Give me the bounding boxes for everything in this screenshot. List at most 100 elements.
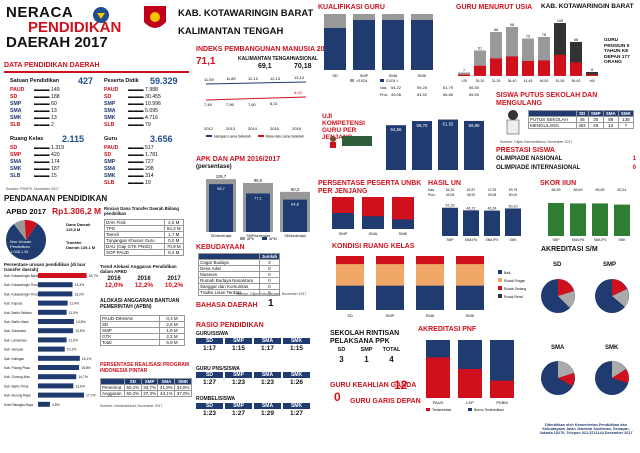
kondisi-bar-baik [456, 285, 484, 310]
list-item-value: ▬▬▬ 727 [128, 159, 154, 165]
header: NERACA PENDIDIKAN DAERAH 2017 KAB. KOTAW… [0, 0, 640, 58]
bar-below-s1 [353, 14, 375, 20]
unbk-bar-red [362, 197, 384, 217]
table-cell: 0 [258, 289, 281, 296]
usia-bar-inner [570, 62, 582, 76]
list-item-value: ▬▬▬ 13 [34, 115, 57, 121]
pensiun-note: GURU PENSIUN 5 TAHUN KE DEPAN 177 ORANG [604, 38, 630, 65]
usia-value: 68 [574, 38, 578, 42]
list-item-value: ▬▬▬ 174 [34, 159, 60, 165]
list-item: PAUD ▬▬▬ 517 [104, 145, 154, 151]
list-item-label: SD [104, 94, 112, 100]
category-label: SMK [619, 238, 627, 242]
svg-text:11,59: 11,59 [204, 77, 214, 82]
un-bar [505, 208, 521, 236]
list-item-label: PAUD [104, 87, 119, 93]
keahlian-label: GURU KEAHLIAN GANDA [330, 382, 417, 389]
usia-bar [586, 72, 598, 76]
rincian-title: Rincian Dana Transfer Daerah Bidang pend… [104, 206, 179, 216]
list-item-label: SD [10, 94, 18, 100]
usia-bar-inner [538, 60, 550, 76]
svg-text:7,56: 7,56 [226, 102, 235, 107]
ukg-value-label: 61,55 [443, 122, 455, 127]
list-item-value: ▬▬▬ 2 [34, 122, 54, 128]
legend-label: <S1/D4 [356, 79, 368, 82]
un-bar [442, 207, 458, 236]
category-label: SD [347, 313, 353, 318]
category-label: SMK [399, 231, 408, 236]
pie-label-danadaerah: Dana Daerah 119,8 M [66, 222, 91, 232]
table-cell: Total [99, 339, 161, 346]
ukg-bar [386, 125, 406, 170]
apm-bar [209, 184, 233, 232]
list-item-value: ▬▬▬ 13 [34, 108, 57, 114]
category-label: SMP [447, 238, 454, 242]
bar-value-label: 10,3% [67, 348, 77, 352]
bar [38, 328, 74, 334]
table-row: Tradisi Lisan Terdata 0 [198, 289, 281, 296]
rintisan-title: SEKOLAH RINTISAN PELAKSANA PPK [330, 330, 400, 345]
nas-label: 54,20 [446, 188, 455, 192]
teacher-illustration-icon [330, 136, 372, 148]
kondisi-title: KONDISI RUANG KELAS [332, 243, 415, 250]
list-item: SD ▬▬▬ 30.455 [104, 94, 161, 100]
student-illustration-icon [506, 110, 520, 135]
kebudayaan-title: KEBUDAYAAN [196, 244, 245, 251]
legend-swatch [380, 79, 384, 82]
category-label: SMP [386, 313, 395, 318]
kondisi-bar-sedang [336, 256, 364, 265]
nas-label: 61,79 [443, 85, 454, 90]
kondisi-bar-sedang [376, 256, 404, 265]
list-item-value: ▬▬▬ 15 [34, 173, 57, 179]
table-cell: 34,6% [174, 384, 192, 391]
row-label: Prov. [380, 93, 388, 97]
list-item-label: SMA [10, 159, 22, 165]
list-item-label: SD [104, 152, 112, 158]
list-item-label: SMP [104, 101, 116, 107]
rasio-title: RASIO PENDIDIKAN [196, 322, 264, 329]
category-label: SMK [466, 313, 475, 318]
ipm-nas-value: 70,18 [294, 63, 312, 70]
pnf-bar-terakreditasi [490, 380, 514, 398]
kualifikasi-title: KUALIFIKASI GURU [318, 4, 385, 11]
rasio-value: 1:26 [289, 379, 303, 386]
iiun-bar [592, 203, 608, 236]
iiun-value: 85,69 [574, 188, 583, 192]
iiun-value: 86,95 [552, 188, 561, 192]
iiun-bar [570, 203, 586, 236]
un-bar [484, 210, 500, 236]
apk-label: 80,3 [291, 187, 300, 192]
pie-slice [24, 220, 38, 240]
table-cell: Penerima [100, 384, 125, 391]
kondisi-bar-baik [336, 285, 364, 310]
table-cell: Rumah Budaya Nusantara [198, 277, 260, 284]
pie-smp [595, 279, 629, 313]
pip-title: PERSENTASE REALISASI PROGRAM INDONESIA P… [100, 362, 190, 374]
list-item-label: SD [10, 145, 18, 151]
bar-category-label: Kab. Katingan [4, 357, 24, 361]
table-row: Penerima 50,1% 33,7% 41,8% 34,6% [100, 384, 192, 391]
bar [38, 291, 73, 297]
apm-bar [283, 199, 307, 232]
table-row: Anggaran 50,2% 37,3% 43,1% 37,0% [100, 390, 192, 397]
rintisan-value: 1 [364, 355, 369, 364]
source-note: Sumber: Ditjen Kebudayaan, November 2017 [236, 292, 307, 296]
table-cell: 6,9 M [159, 339, 185, 346]
apbd-value: Rp1.306,2 M [52, 206, 102, 216]
list-item: SMA ▬▬▬ 174 [10, 159, 60, 165]
rasio-value: 1:29 [260, 410, 274, 417]
usia-value: 8 [591, 68, 593, 72]
kondisi-bar-sedang [416, 256, 444, 265]
category-label: SMA [426, 313, 435, 318]
bar-value-label: 15,8% [81, 366, 91, 370]
legend-label: Belum Terakreditasi [474, 408, 504, 412]
list-item: SMK ▬▬▬ 187 [10, 166, 60, 172]
prov-label: 49,08 [391, 92, 402, 97]
rasio-header: SMP [225, 338, 252, 344]
rintisan-header: TOTAL [382, 347, 401, 353]
iiun-value: 82,61 [618, 188, 627, 192]
table-cell: Anggaran [100, 390, 125, 397]
table-row: Total 6,9 M [99, 339, 185, 346]
tren-year: 2016 [137, 276, 151, 282]
table-cell: 12 [602, 122, 619, 129]
